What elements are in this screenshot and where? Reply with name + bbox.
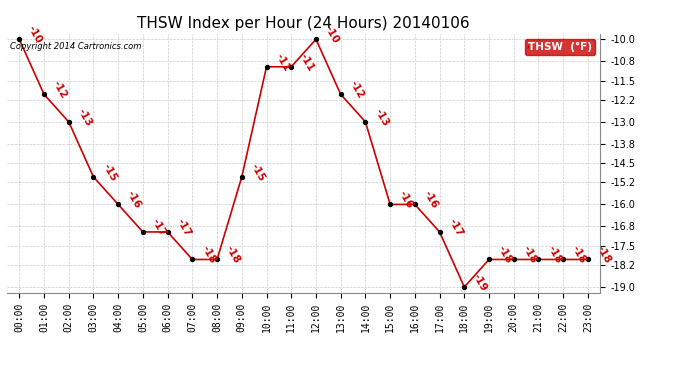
Point [63, 119, 75, 125]
Text: -10: -10 [323, 24, 341, 45]
Point [360, 119, 371, 125]
Point [286, 64, 297, 70]
Text: -13: -13 [76, 107, 94, 128]
Point [459, 284, 470, 290]
Text: -17: -17 [150, 217, 168, 238]
Text: -16: -16 [422, 189, 440, 211]
Text: -15: -15 [248, 162, 267, 183]
Point [484, 256, 495, 262]
Point [236, 174, 247, 180]
Point [558, 256, 569, 262]
Text: -11: -11 [273, 52, 291, 73]
Text: -10: -10 [26, 24, 44, 45]
Point [187, 256, 198, 262]
Text: -11: -11 [298, 52, 316, 73]
Text: -18: -18 [545, 244, 564, 266]
Point [335, 91, 346, 97]
Point [212, 256, 223, 262]
Text: -12: -12 [51, 79, 69, 100]
Text: -17: -17 [446, 217, 464, 238]
Text: -17: -17 [175, 217, 193, 238]
Text: -19: -19 [471, 272, 489, 293]
Point [112, 201, 124, 207]
Point [533, 256, 544, 262]
Point [162, 229, 173, 235]
Text: Copyright 2014 Cartronics.com: Copyright 2014 Cartronics.com [10, 42, 141, 51]
Text: -16: -16 [397, 189, 415, 211]
Text: -18: -18 [496, 244, 514, 266]
Title: THSW Index per Hour (24 Hours) 20140106: THSW Index per Hour (24 Hours) 20140106 [137, 16, 470, 31]
Text: -18: -18 [570, 244, 588, 266]
Point [409, 201, 420, 207]
Text: -15: -15 [100, 162, 119, 183]
Text: -18: -18 [595, 244, 613, 266]
Text: -18: -18 [521, 244, 539, 266]
Point [509, 256, 520, 262]
Point [88, 174, 99, 180]
Point [434, 229, 445, 235]
Text: -13: -13 [373, 107, 391, 128]
Text: -12: -12 [348, 79, 366, 100]
Legend: THSW  (°F): THSW (°F) [525, 39, 595, 55]
Point [582, 256, 593, 262]
Text: -18: -18 [199, 244, 217, 266]
Point [310, 36, 322, 42]
Point [137, 229, 148, 235]
Text: -16: -16 [125, 189, 143, 211]
Point [39, 91, 50, 97]
Point [14, 36, 25, 42]
Text: -18: -18 [224, 244, 242, 266]
Point [384, 201, 395, 207]
Point [261, 64, 272, 70]
